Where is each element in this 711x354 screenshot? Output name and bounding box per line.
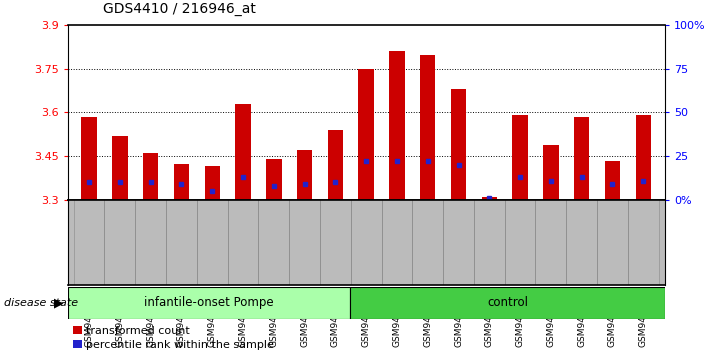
- Text: infantile-onset Pompe: infantile-onset Pompe: [144, 296, 274, 309]
- Bar: [513, 115, 528, 200]
- Bar: [636, 115, 651, 200]
- Bar: [235, 104, 251, 200]
- Bar: [574, 117, 589, 200]
- Bar: [358, 69, 374, 200]
- Bar: [543, 144, 559, 200]
- Bar: [112, 136, 127, 200]
- Text: disease state: disease state: [4, 298, 77, 308]
- Text: GDS4410 / 216946_at: GDS4410 / 216946_at: [103, 2, 256, 16]
- Bar: [451, 89, 466, 200]
- Bar: [68, 287, 351, 319]
- Text: ▶: ▶: [54, 296, 64, 309]
- Bar: [143, 153, 159, 200]
- Bar: [420, 56, 435, 200]
- Text: control: control: [487, 296, 528, 309]
- Bar: [205, 166, 220, 200]
- Bar: [389, 51, 405, 200]
- Bar: [481, 197, 497, 200]
- Bar: [605, 161, 620, 200]
- Bar: [351, 287, 665, 319]
- Bar: [266, 159, 282, 200]
- Bar: [297, 150, 312, 200]
- Bar: [328, 130, 343, 200]
- Bar: [81, 117, 97, 200]
- Bar: [173, 164, 189, 200]
- Legend: transformed count, percentile rank within the sample: transformed count, percentile rank withi…: [73, 326, 274, 350]
